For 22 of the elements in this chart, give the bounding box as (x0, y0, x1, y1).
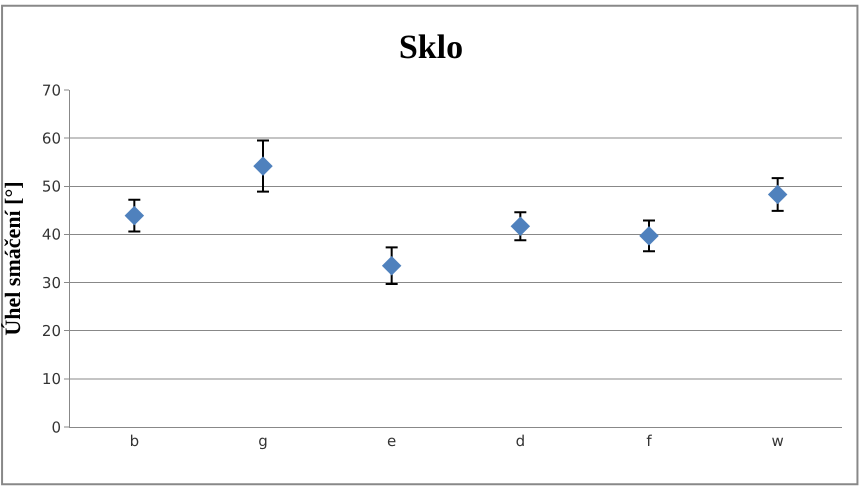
chart-title: Sklo (398, 28, 464, 66)
y-tick-label: 60 (42, 129, 61, 148)
x-tick-label: e (387, 432, 396, 450)
x-tick-label: b (130, 432, 140, 450)
y-tick-label: 0 (51, 418, 61, 436)
x-tick-label: w (772, 432, 784, 450)
y-tick-label: 70 (42, 81, 61, 100)
point (253, 156, 273, 176)
point (382, 256, 402, 276)
x-tick-label: f (646, 432, 652, 450)
point (768, 184, 788, 204)
y-tick-label: 30 (42, 274, 61, 292)
y-tick-label: 40 (42, 226, 61, 244)
y-axis-title: Úhel smáčení [°] (0, 181, 25, 336)
point (639, 226, 659, 246)
x-tick-label: d (516, 432, 526, 450)
point (510, 216, 530, 236)
y-tick-label: 20 (42, 322, 61, 340)
x-tick-label: g (258, 432, 268, 450)
y-tick-label: 50 (42, 178, 61, 196)
point (124, 206, 144, 226)
y-tick-label: 10 (42, 370, 61, 388)
